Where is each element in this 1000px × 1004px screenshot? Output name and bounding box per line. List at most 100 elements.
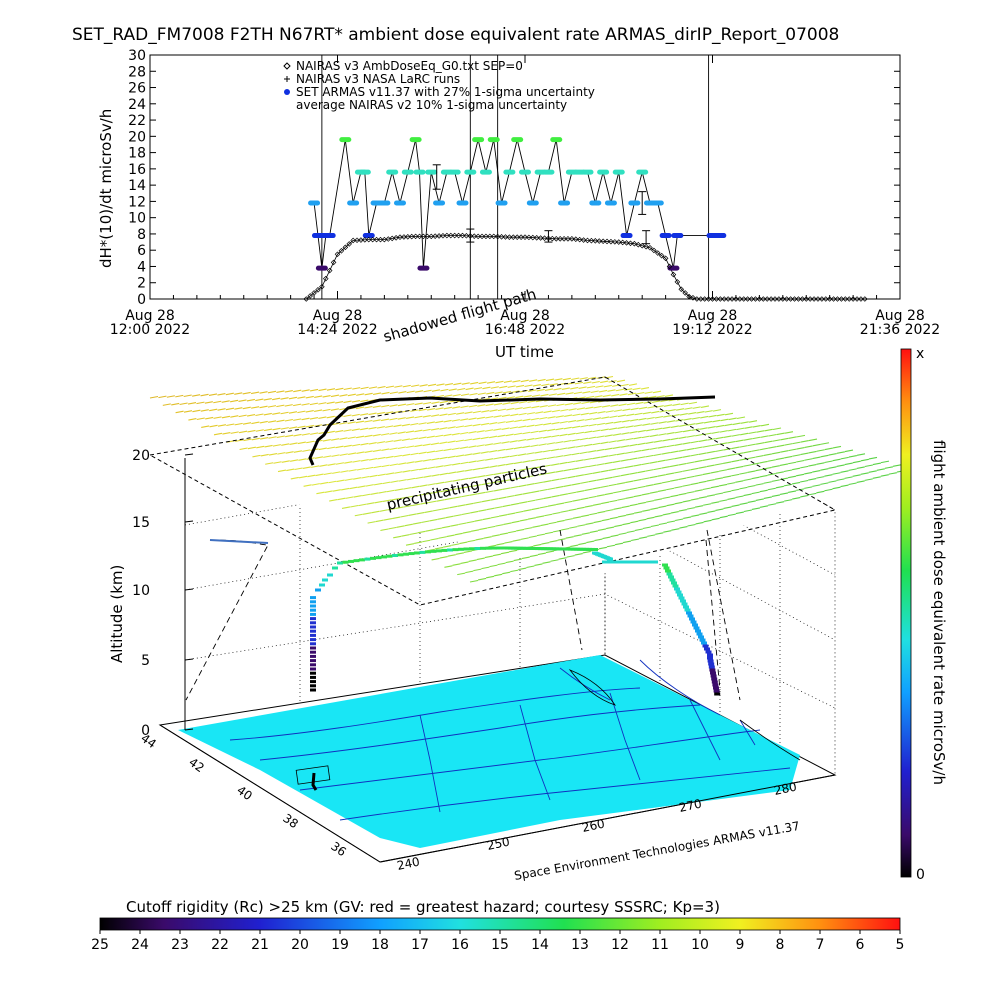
nairas-diamond: [764, 296, 770, 302]
dose-plane-dash: [759, 460, 768, 464]
dose-plane-dash: [456, 486, 465, 490]
dose-plane-dash: [755, 498, 764, 501]
flight-track-point: [680, 599, 686, 603]
flight-track-point: [699, 638, 706, 642]
dose-plane-dash: [326, 401, 335, 405]
dose-plane-dash: [626, 530, 635, 534]
dose-plane-dash: [515, 395, 524, 399]
dose-plane-dash: [450, 524, 459, 527]
armas-point: [612, 169, 625, 175]
dose-plane-dash: [609, 499, 618, 503]
dose-plane-dash: [516, 528, 525, 532]
flight-track-point: [310, 600, 316, 604]
nairas-diamond: [537, 235, 544, 241]
dose-plane-dash: [501, 441, 510, 444]
map-rigidity-fill: [178, 655, 800, 848]
flight-track-point: [469, 547, 475, 551]
altitude-tick-mark: [184, 520, 194, 523]
dose-plane-dash: [824, 474, 833, 477]
dose-plane-dash: [449, 505, 458, 509]
dose-plane-dash: [662, 438, 671, 442]
dose-plane-dash: [447, 440, 456, 444]
dose-plane-dash: [460, 418, 469, 421]
dose-plane-dash: [563, 426, 572, 430]
dose-plane-dash: [872, 462, 882, 466]
dose-plane-dash: [522, 431, 531, 435]
dose-plane-dash: [832, 486, 841, 490]
dose-plane-dash: [345, 496, 354, 499]
dose-plane-dash: [436, 383, 445, 386]
dose-plane-dash: [700, 405, 710, 408]
dose-plane-dash: [485, 415, 494, 419]
dose-plane-dash: [307, 474, 316, 478]
dose-plane-dash: [617, 426, 626, 430]
dose-plane-dash: [820, 482, 829, 485]
dose-plane-dash: [267, 405, 277, 408]
dose-plane-dash: [722, 475, 732, 479]
dose-plane-dash: [376, 426, 385, 429]
dose-plane-dash: [735, 465, 744, 469]
flight-track-point: [403, 552, 409, 556]
nairas-diamond: [518, 234, 524, 240]
dose-plane-dash: [616, 452, 625, 456]
dose-plane-dash: [247, 446, 257, 450]
dose-plane-dash: [316, 491, 325, 495]
dose-plane-dash: [526, 483, 535, 486]
dose-plane-dash: [538, 429, 547, 433]
dose-plane-dash: [864, 478, 873, 481]
dose-plane-dash: [377, 385, 386, 389]
nairas-diamond: [647, 244, 653, 251]
dose-plane-dash: [820, 454, 829, 458]
dose-plane-dash: [710, 470, 719, 474]
dose-plane-dash: [711, 517, 720, 521]
dose-plane-dash: [605, 410, 614, 413]
dose-plane-dash: [297, 425, 306, 429]
dose-plane-dash: [348, 452, 357, 455]
dose-plane-dash: [856, 480, 865, 483]
dose-plane-dash: [775, 485, 784, 489]
armas-point: [636, 169, 649, 175]
dose-plane-dash: [175, 394, 184, 398]
dose-plane-dash: [337, 497, 346, 501]
cutoff-tick-label: 15: [491, 937, 509, 953]
nairas-diamond: [783, 296, 790, 302]
dose-plane-dash: [687, 523, 696, 527]
dose-plane-dash: [775, 471, 784, 474]
dose-plane-dash: [800, 494, 809, 498]
dose-plane-dash: [663, 530, 672, 533]
altitude-tick-mark: [184, 588, 194, 591]
dose-plane-dash: [505, 447, 514, 451]
dose-plane-dash: [451, 432, 460, 436]
dose-plane-dash: [472, 423, 481, 427]
dose-plane-dash: [489, 465, 498, 468]
dose-plane-dash: [635, 401, 644, 405]
dose-plane-dash: [544, 513, 553, 517]
nairas-diamond: [405, 233, 411, 240]
dose-plane-dash: [540, 523, 549, 527]
flight-track-point: [592, 548, 598, 551]
dose-plane-dash: [624, 465, 634, 469]
dose-plane-dash: [580, 412, 589, 416]
armas-point: [671, 233, 684, 239]
dose-plane-dash: [670, 510, 679, 514]
dose-rate-colorbar: [900, 348, 912, 878]
x-tick-date: Aug 28: [875, 308, 925, 324]
dose-plane-dash: [755, 454, 764, 458]
dose-plane-dash: [192, 394, 201, 397]
dose-plane-dash: [314, 456, 324, 459]
dose-plane-dash: [706, 450, 716, 454]
dose-plane-dash: [389, 447, 398, 451]
dose-plane-dash: [776, 501, 785, 504]
dose-plane-dash: [335, 429, 344, 433]
dose-plane-dash: [467, 539, 476, 543]
dose-plane-dash: [364, 434, 373, 438]
armas-point: [409, 137, 422, 143]
dose-plane-dash: [368, 426, 377, 430]
dose-plane-dash: [328, 480, 337, 484]
dose-plane-dash: [642, 411, 651, 415]
dose-plane-dash: [534, 465, 543, 469]
dose-plane-dash: [688, 401, 698, 405]
dose-plane-dash: [706, 494, 716, 497]
dose-plane-dash: [401, 534, 410, 537]
nairas-diamond: [408, 233, 415, 240]
